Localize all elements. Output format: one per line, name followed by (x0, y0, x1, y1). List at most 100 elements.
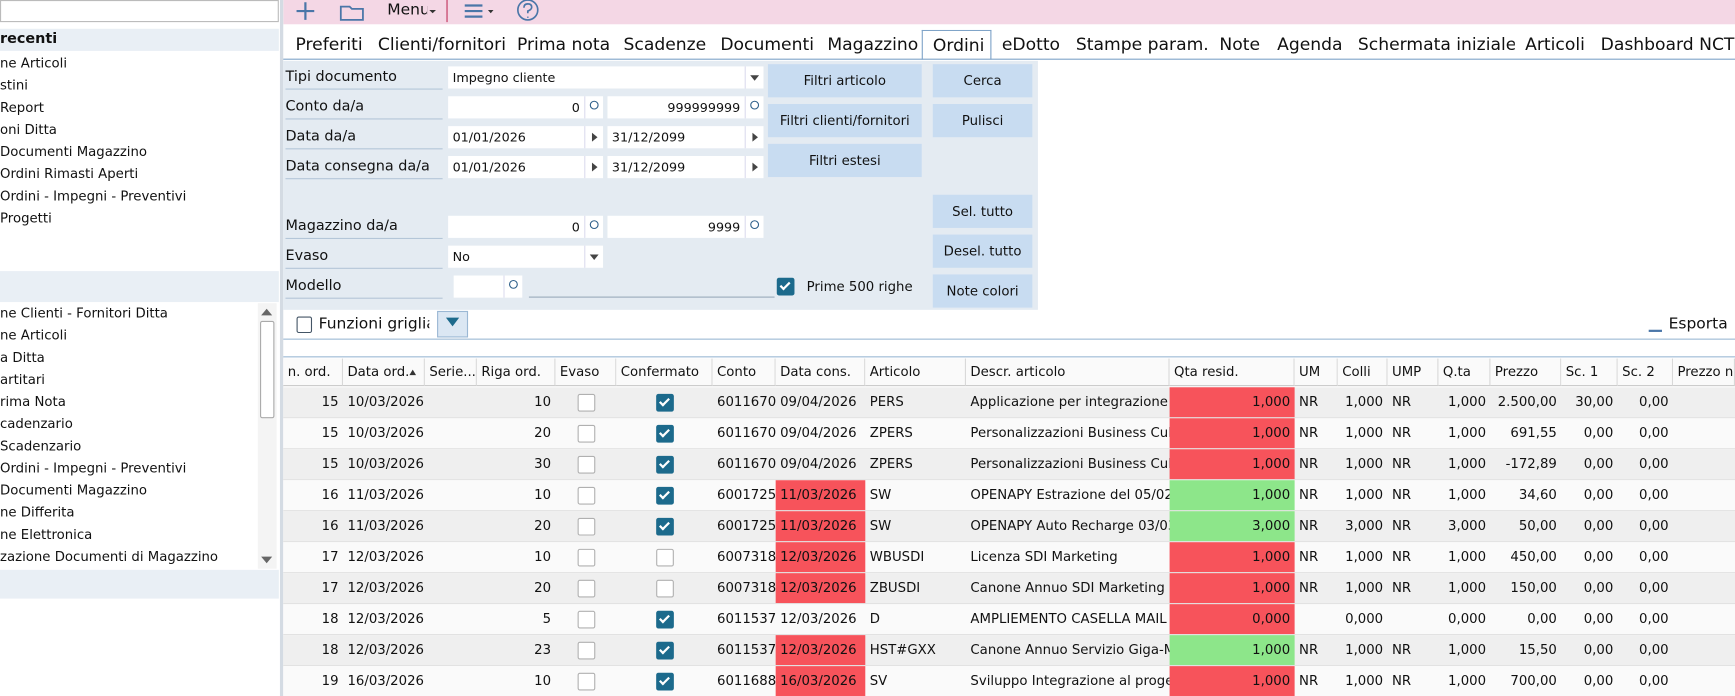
recent-item[interactable]: ne Articoli (0, 55, 68, 71)
row-checkbox[interactable] (655, 641, 674, 660)
menu-item[interactable]: artitari (0, 371, 45, 388)
select-input[interactable]: Impegno cliente (448, 66, 745, 89)
tab[interactable]: Note (1219, 34, 1261, 55)
row-checkbox[interactable] (655, 424, 674, 443)
button[interactable]: Sel. tutto (932, 194, 1033, 228)
grid-row[interactable] (283, 418, 1735, 450)
tab[interactable]: Stampe param. (1075, 34, 1209, 55)
grid-row[interactable] (283, 635, 1735, 667)
dropdown-button[interactable] (584, 245, 604, 268)
column-header[interactable]: UM (1294, 358, 1338, 387)
column-header[interactable]: Serie... (424, 358, 477, 387)
column-header[interactable]: Prezzo (1490, 358, 1562, 387)
export-button[interactable]: Esporta (1668, 315, 1728, 334)
scroll-thumb[interactable] (260, 320, 275, 419)
menu-item[interactable]: rima Nota (0, 393, 66, 410)
search-box[interactable] (0, 0, 279, 23)
grid-functions[interactable]: Funzioni griglia (318, 315, 430, 334)
row-checkbox[interactable] (577, 486, 595, 505)
menu-item[interactable]: Ordini - Impegni - Preventivi (0, 460, 187, 476)
row-checkbox[interactable] (577, 672, 595, 691)
column-header[interactable]: Sc. 1 (1561, 358, 1618, 387)
menu-item[interactable]: ne Differita (0, 504, 75, 521)
column-header[interactable]: Prezzo ne (1673, 358, 1735, 387)
column-header[interactable]: Conto (712, 358, 776, 387)
tab[interactable]: Preferiti (295, 34, 363, 55)
from-input[interactable]: 01/01/2026 (448, 156, 585, 179)
to-input[interactable]: 999999999 (607, 96, 745, 119)
button[interactable]: Desel. tutto (932, 234, 1033, 268)
column-header[interactable]: Sc. 2 (1617, 358, 1674, 387)
tab[interactable]: Clienti/fornitori (377, 34, 506, 55)
search-button[interactable] (744, 96, 764, 119)
button[interactable]: Cerca (932, 64, 1033, 98)
row-checkbox[interactable] (655, 672, 674, 691)
from-input[interactable]: 0 (448, 215, 585, 238)
tab[interactable]: Agenda (1277, 34, 1343, 55)
search-button[interactable] (584, 96, 604, 119)
to-input[interactable]: 31/12/2099 (607, 156, 745, 179)
to-input[interactable]: 9999 (607, 215, 745, 238)
button[interactable]: Filtri articolo (767, 64, 922, 98)
menu-item[interactable]: cadenzario (0, 416, 73, 432)
tab[interactable]: Scadenze (623, 34, 707, 55)
button[interactable]: Filtri estesi (767, 143, 922, 178)
grid-row[interactable] (283, 387, 1735, 419)
column-header[interactable]: Descr. articolo (965, 358, 1170, 387)
row-checkbox[interactable] (655, 486, 674, 505)
menu-item[interactable]: Documenti Magazzino (0, 482, 148, 498)
menu-item[interactable]: Scadenzario (0, 438, 82, 454)
tab[interactable]: Dashboard NCT (1600, 34, 1735, 55)
button[interactable]: Pulisci (932, 104, 1033, 138)
column-header[interactable]: Data cons. (775, 358, 866, 387)
scroll-down[interactable] (261, 556, 273, 564)
from-input[interactable]: 0 (448, 96, 585, 119)
row-checkbox[interactable] (577, 455, 595, 474)
row-checkbox[interactable] (655, 548, 674, 567)
model-input[interactable] (453, 275, 504, 298)
column-header[interactable]: n. ord. (283, 358, 344, 387)
column-header[interactable]: Articolo (865, 358, 966, 387)
recent-item[interactable]: Ordini - Impegni - Preventivi (0, 188, 187, 204)
column-header[interactable]: Data ord. (343, 358, 425, 387)
row-checkbox[interactable] (577, 579, 595, 598)
search-button[interactable] (744, 215, 764, 238)
grid-row[interactable] (283, 604, 1735, 636)
recent-item[interactable]: stini (0, 77, 28, 93)
column-header[interactable]: Evaso (555, 358, 617, 387)
date-button[interactable] (744, 156, 764, 179)
search-button[interactable] (584, 215, 604, 238)
date-button[interactable] (744, 126, 764, 149)
column-header[interactable]: UMP (1387, 358, 1439, 387)
button[interactable]: Filtri clienti/fornitori (767, 104, 922, 138)
recent-item[interactable]: oni Ditta (0, 121, 57, 138)
tab[interactable]: Articoli (1525, 34, 1585, 55)
grid-row[interactable] (283, 480, 1735, 512)
grid-row[interactable] (283, 573, 1735, 605)
menu-item[interactable]: ne Clienti - Fornitori Ditta (0, 305, 168, 321)
menu-item[interactable]: ne Articoli (0, 327, 68, 344)
row-checkbox[interactable] (655, 455, 674, 474)
menu-item[interactable]: ne Elettronica (0, 526, 93, 543)
row-checkbox[interactable] (577, 641, 595, 660)
row-checkbox[interactable] (577, 610, 595, 629)
to-input[interactable]: 31/12/2099 (607, 126, 745, 149)
row-checkbox[interactable] (577, 424, 595, 443)
tab[interactable]: Schermata iniziale (1357, 34, 1516, 55)
grid-row[interactable] (283, 511, 1735, 543)
row-checkbox[interactable] (577, 548, 595, 567)
dropdown-button[interactable] (744, 66, 764, 89)
filter-toggle[interactable] (437, 310, 469, 338)
column-header[interactable]: Confermato (616, 358, 713, 387)
from-input[interactable]: 01/01/2026 (448, 126, 585, 149)
tab[interactable]: Ordini (921, 29, 992, 60)
column-header[interactable]: Q.ta (1438, 358, 1491, 387)
grid-row[interactable] (283, 666, 1735, 696)
tab[interactable]: Documenti (720, 34, 814, 55)
recent-item[interactable]: Documenti Magazzino (0, 143, 148, 160)
button[interactable]: Note colori (932, 274, 1033, 308)
select-input[interactable]: No (448, 245, 585, 268)
row-checkbox[interactable] (655, 393, 674, 412)
column-header[interactable]: Qta resid. (1169, 358, 1295, 387)
row-checkbox[interactable] (655, 610, 674, 629)
